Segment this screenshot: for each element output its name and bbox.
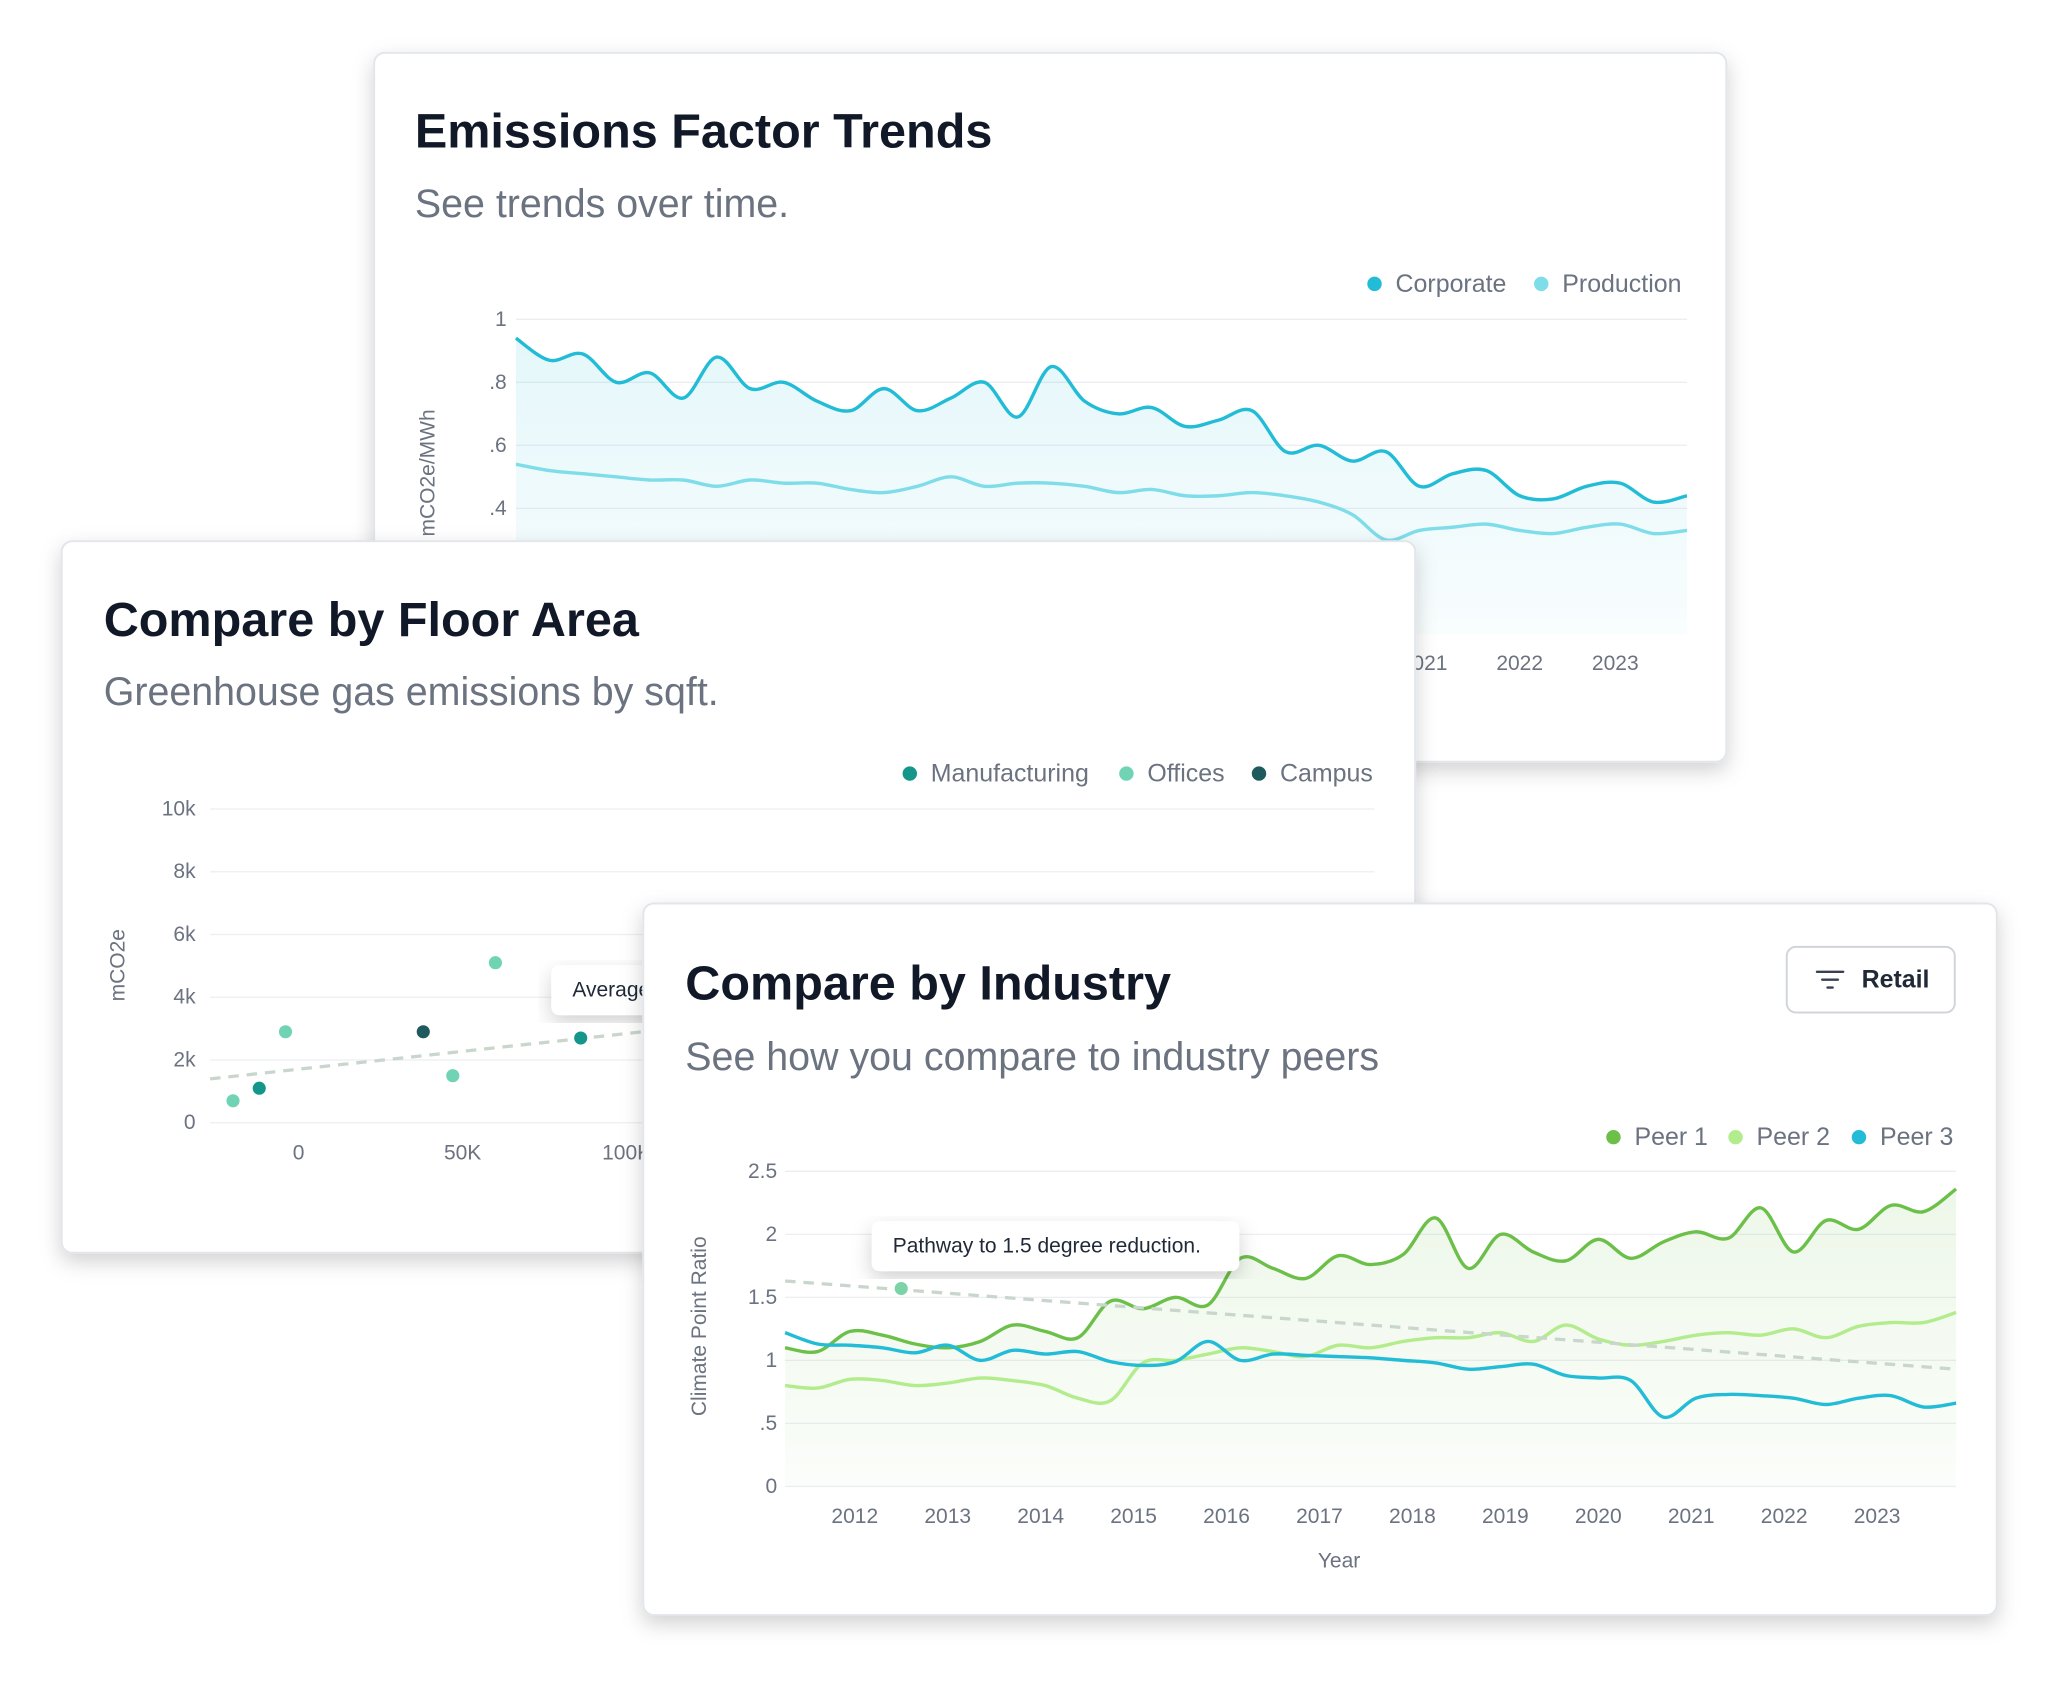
x-tick-label: 2014 bbox=[1017, 1505, 1064, 1528]
subtitle: Greenhouse gas emissions by sqft. bbox=[104, 670, 719, 714]
card-industry: Compare by Industry See how you compare … bbox=[642, 902, 1998, 1617]
line bbox=[784, 1331, 1957, 1419]
x-tick-label: 2020 bbox=[1575, 1505, 1622, 1528]
y-tick-label: 2 bbox=[766, 1223, 778, 1246]
legend-label: Peer 1 bbox=[1634, 1123, 1707, 1151]
legend-dot bbox=[1851, 1129, 1867, 1145]
annotation-point bbox=[894, 1281, 908, 1296]
title: Compare by Industry bbox=[685, 957, 1171, 1011]
x-axis-label: Year bbox=[1318, 1550, 1360, 1573]
button-bg[interactable] bbox=[1785, 945, 1956, 1014]
point bbox=[278, 1025, 293, 1039]
title: Emissions Factor Trends bbox=[415, 105, 993, 159]
y-axis-label: mCO2e bbox=[107, 929, 130, 1001]
legend-dot bbox=[902, 766, 918, 781]
legend-label: Offices bbox=[1147, 760, 1224, 788]
point bbox=[488, 956, 502, 970]
button-label[interactable]: Retail bbox=[1862, 966, 1930, 994]
y-tick-label: .6 bbox=[489, 434, 507, 457]
y-tick-label: .4 bbox=[489, 497, 507, 520]
legend-label: Corporate bbox=[1396, 270, 1507, 298]
x-tick-label: 2023 bbox=[1854, 1505, 1901, 1528]
x-tick-label: 2016 bbox=[1203, 1505, 1250, 1528]
legend-dot bbox=[1119, 766, 1134, 781]
y-tick-label: 2.5 bbox=[748, 1160, 777, 1183]
y-axis-label: mCO2e/MWh bbox=[416, 409, 439, 536]
y-tick-label: 0 bbox=[766, 1475, 778, 1498]
x-tick-label: 0 bbox=[293, 1141, 305, 1164]
y-axis-label: Climate Point Ratio bbox=[688, 1236, 711, 1416]
line bbox=[784, 1187, 1958, 1354]
point bbox=[226, 1094, 240, 1108]
legend-label: Production bbox=[1562, 270, 1681, 298]
y-tick-label: 2k bbox=[173, 1049, 196, 1072]
tooltip-text: Pathway to 1.5 degree reduction. bbox=[893, 1235, 1201, 1258]
y-tick-label: .5 bbox=[760, 1412, 778, 1435]
legend-dot bbox=[1534, 276, 1549, 292]
x-tick-label: 2018 bbox=[1389, 1505, 1436, 1528]
trend-line bbox=[784, 1279, 1957, 1371]
y-tick-label: .8 bbox=[489, 371, 507, 394]
x-tick-label: 2013 bbox=[924, 1505, 971, 1528]
point bbox=[574, 1031, 588, 1045]
y-tick-label: 1 bbox=[495, 308, 507, 331]
y-tick-label: 1 bbox=[766, 1349, 778, 1372]
legend-label: Peer 3 bbox=[1880, 1123, 1953, 1151]
x-tick-label: 2012 bbox=[831, 1505, 878, 1528]
x-tick-label: 100K bbox=[602, 1141, 651, 1164]
area bbox=[785, 1188, 1957, 1487]
legend-label: Peer 2 bbox=[1757, 1123, 1830, 1151]
subtitle: See how you compare to industry peers bbox=[685, 1035, 1379, 1079]
y-tick-label: 6k bbox=[173, 923, 196, 946]
filter-button[interactable]: Retail bbox=[1785, 945, 1956, 1014]
x-tick-label: 2015 bbox=[1110, 1505, 1157, 1528]
tooltip-bg bbox=[871, 1221, 1240, 1272]
point bbox=[446, 1069, 460, 1083]
x-tick-label: 2022 bbox=[1496, 652, 1543, 675]
point bbox=[416, 1025, 430, 1039]
subtitle: See trends over time. bbox=[415, 182, 789, 226]
line bbox=[784, 1310, 1957, 1405]
line bbox=[515, 462, 1688, 542]
y-tick-label: 4k bbox=[173, 986, 196, 1009]
legend-dot bbox=[1728, 1129, 1743, 1145]
y-tick-label: 0 bbox=[184, 1111, 196, 1134]
legend-dot bbox=[1251, 766, 1267, 781]
y-tick-label: 1.5 bbox=[748, 1286, 777, 1309]
line bbox=[514, 336, 1688, 505]
filter-icon bbox=[1815, 970, 1845, 989]
y-tick-label: 8k bbox=[173, 860, 196, 883]
legend-dot bbox=[1367, 276, 1382, 292]
tooltip-text: Average bbox=[572, 979, 650, 1002]
x-tick-label: 2017 bbox=[1296, 1505, 1343, 1528]
x-tick-label: 2021 bbox=[1668, 1505, 1715, 1528]
legend-label: Campus bbox=[1280, 760, 1373, 788]
x-tick-label: 50K bbox=[444, 1141, 481, 1164]
x-tick-label: 2019 bbox=[1482, 1505, 1529, 1528]
x-tick-label: 2023 bbox=[1592, 652, 1639, 675]
x-tick-label: 2022 bbox=[1761, 1505, 1808, 1528]
point bbox=[252, 1081, 266, 1095]
y-tick-label: 10k bbox=[162, 797, 196, 820]
title: Compare by Floor Area bbox=[104, 593, 640, 647]
legend-dot bbox=[1606, 1129, 1621, 1145]
legend-label: Manufacturing bbox=[931, 760, 1089, 788]
